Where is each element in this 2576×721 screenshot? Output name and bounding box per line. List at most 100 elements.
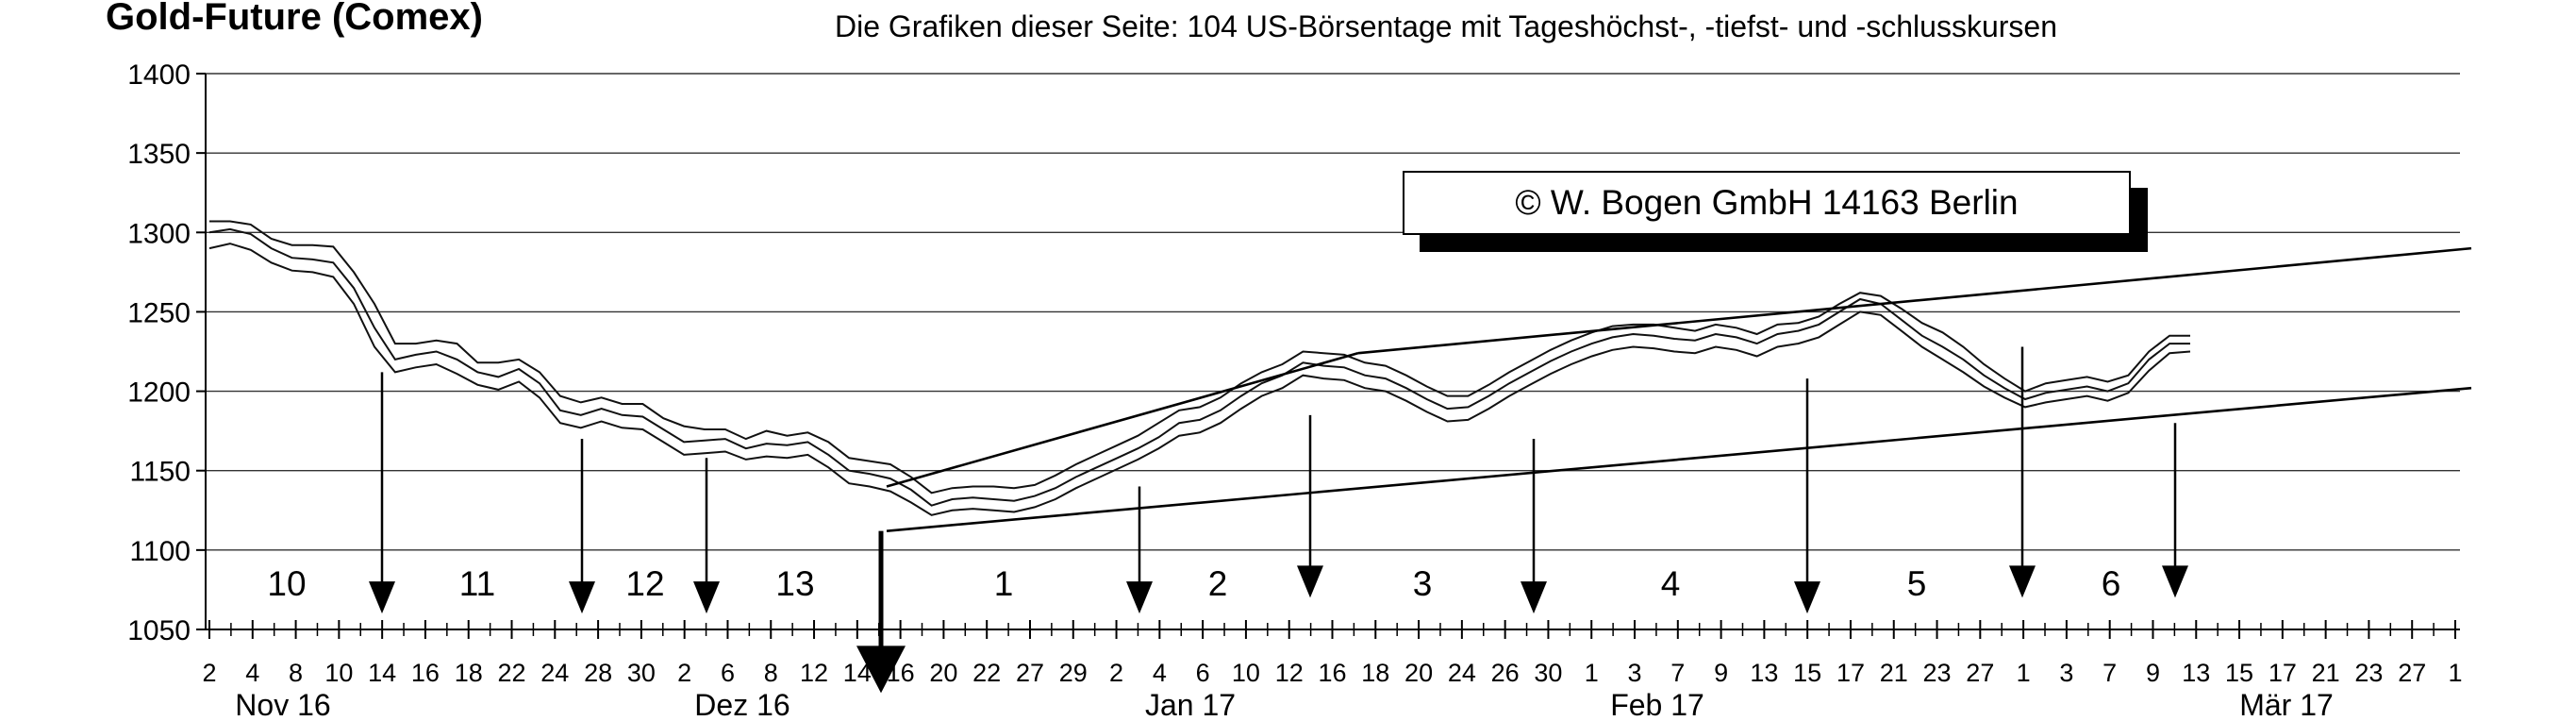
x-tick-label: 30 bbox=[627, 659, 656, 687]
x-tick-label: 15 bbox=[2225, 659, 2253, 687]
x-tick-label: 9 bbox=[2146, 659, 2160, 687]
month-label: Dez 16 bbox=[694, 688, 789, 721]
month-label: Nov 16 bbox=[235, 688, 330, 721]
y-tick-label-1150: 1150 bbox=[129, 457, 191, 488]
month-label: Jan 17 bbox=[1145, 688, 1236, 721]
copyright-box: © W. Bogen GmbH 14163 Berlin bbox=[1403, 171, 2131, 235]
x-tick-label: 4 bbox=[245, 659, 259, 687]
x-tick-label: 16 bbox=[411, 659, 440, 687]
x-tick-label: 1 bbox=[1585, 659, 1599, 687]
x-tick-label: 1 bbox=[2017, 659, 2031, 687]
y-tick-label-1050: 1050 bbox=[127, 615, 191, 646]
arrow-head bbox=[1794, 581, 1820, 614]
cycle-label: 2 bbox=[1208, 564, 1228, 603]
arrow-head bbox=[2162, 565, 2188, 598]
x-tick-label: 8 bbox=[764, 659, 778, 687]
x-tick-label: 13 bbox=[1750, 659, 1778, 687]
x-tick-label: 18 bbox=[1361, 659, 1389, 687]
x-tick-label: 24 bbox=[540, 659, 569, 687]
cycle-label: 13 bbox=[775, 564, 814, 603]
x-tick-label: 26 bbox=[1491, 659, 1520, 687]
x-tick-label: 17 bbox=[1836, 659, 1865, 687]
arrow-head bbox=[2009, 565, 2036, 598]
arrow-head bbox=[1521, 581, 1547, 614]
cycle-label: 4 bbox=[1661, 564, 1681, 603]
x-tick-label: 17 bbox=[2269, 659, 2297, 687]
x-tick-label: 20 bbox=[929, 659, 957, 687]
x-tick-label: 30 bbox=[1534, 659, 1562, 687]
x-tick-label: 27 bbox=[1016, 659, 1044, 687]
y-tick-label-1400: 1400 bbox=[127, 59, 191, 91]
x-tick-label: 7 bbox=[1670, 659, 1685, 687]
x-tick-label: 2 bbox=[202, 659, 216, 687]
cycle-label: 5 bbox=[1907, 564, 1927, 603]
arrow-head bbox=[1297, 565, 1323, 598]
x-tick-label: 1 bbox=[2448, 659, 2462, 687]
x-tick-label: 15 bbox=[1793, 659, 1821, 687]
cycle-arrows bbox=[369, 346, 2188, 694]
x-tick-label: 16 bbox=[1318, 659, 1346, 687]
x-tick-label: 8 bbox=[289, 659, 303, 687]
x-tick-label: 20 bbox=[1404, 659, 1433, 687]
y-tick-label-1250: 1250 bbox=[127, 297, 191, 328]
x-tick-label: 13 bbox=[2182, 659, 2210, 687]
x-tick-label: 10 bbox=[1232, 659, 1260, 687]
chart-subtitle: Die Grafiken dieser Seite: 104 US-Börsen… bbox=[835, 9, 2057, 43]
arrow-head bbox=[856, 646, 906, 694]
x-axis: 2 4 8 10 14 16 18 22 24 28 30 2 6 8 12 14 16 20 22 27 29 2 4 6 1… bbox=[202, 620, 2463, 721]
x-tick-label: 6 bbox=[721, 659, 735, 687]
y-tick-label-1350: 1350 bbox=[127, 139, 191, 170]
x-tick-label: 28 bbox=[584, 659, 612, 687]
x-tick-label: 2 bbox=[677, 659, 691, 687]
arrow-head bbox=[569, 581, 595, 614]
x-tick-label: 29 bbox=[1059, 659, 1088, 687]
cycle-label: 11 bbox=[459, 564, 495, 603]
x-tick-label: 3 bbox=[2059, 659, 2073, 687]
x-tick-label: 2 bbox=[1109, 659, 1123, 687]
x-tick-label: 22 bbox=[972, 659, 1001, 687]
trendline-2 bbox=[1357, 246, 2472, 355]
cycle-label: 3 bbox=[1413, 564, 1433, 603]
x-tick-label: 27 bbox=[2398, 659, 2426, 687]
chart-title: Gold-Future (Comex) bbox=[106, 0, 483, 38]
x-tick-label: 9 bbox=[1714, 659, 1728, 687]
x-tick-label: 24 bbox=[1448, 659, 1476, 687]
trendlines bbox=[886, 246, 2472, 532]
x-tick-label: 14 bbox=[368, 659, 396, 687]
x-tick-label: 12 bbox=[1275, 659, 1304, 687]
month-label: Feb 17 bbox=[1610, 688, 1704, 721]
x-tick-label: 21 bbox=[2312, 659, 2340, 687]
cycle-labels: 10 11 12 13 1 2 3 4 5 6 bbox=[267, 564, 2120, 603]
price-series bbox=[208, 220, 2191, 516]
x-tick-label: 7 bbox=[2102, 659, 2117, 687]
x-tick-label: 23 bbox=[1923, 659, 1952, 687]
x-tick-label: 21 bbox=[1880, 659, 1908, 687]
series-line-3 bbox=[208, 243, 2191, 516]
x-tick-label: 4 bbox=[1153, 659, 1167, 687]
cycle-label: 12 bbox=[625, 564, 664, 603]
month-label: Mär 17 bbox=[2239, 688, 2334, 721]
series-line-2 bbox=[208, 227, 2190, 507]
trendline-3 bbox=[886, 386, 2472, 532]
x-tick-label: 3 bbox=[1628, 659, 1642, 687]
grid-lines bbox=[206, 73, 2460, 551]
x-tick-label: 23 bbox=[2354, 659, 2383, 687]
trendline-1 bbox=[886, 351, 1359, 488]
arrow-head bbox=[693, 581, 720, 614]
x-tick-label: 22 bbox=[497, 659, 525, 687]
cycle-label: 1 bbox=[994, 564, 1014, 603]
y-tick-label-1200: 1200 bbox=[127, 377, 191, 409]
x-tick-label: 27 bbox=[1966, 659, 1994, 687]
x-tick-label: 10 bbox=[324, 659, 353, 687]
y-tick-label-1100: 1100 bbox=[129, 536, 191, 567]
x-tick-label: 12 bbox=[800, 659, 828, 687]
x-tick-label: 18 bbox=[455, 659, 483, 687]
arrow-head bbox=[369, 581, 395, 614]
y-axis: 1050 1100 1150 1200 1250 1300 1350 1400 bbox=[127, 59, 207, 646]
x-tick-label: 6 bbox=[1196, 659, 1210, 687]
arrow-head bbox=[1126, 581, 1153, 614]
cycle-label: 10 bbox=[267, 564, 306, 603]
series-line-1 bbox=[209, 220, 2190, 495]
cycle-label: 6 bbox=[2102, 564, 2121, 603]
